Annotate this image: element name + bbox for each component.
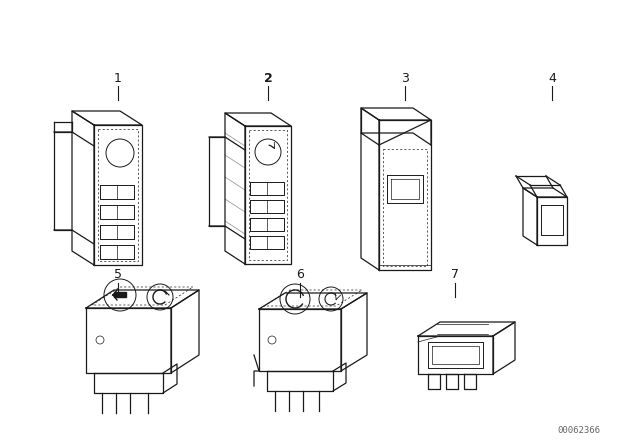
Text: 4: 4 [548,72,556,85]
Text: 2: 2 [264,72,273,85]
Text: 1: 1 [114,72,122,85]
Polygon shape [114,292,126,297]
Text: 6: 6 [296,268,304,281]
Text: 3: 3 [401,72,409,85]
Text: 5: 5 [114,268,122,281]
Text: 00062366: 00062366 [557,426,600,435]
Text: 7: 7 [451,268,459,281]
